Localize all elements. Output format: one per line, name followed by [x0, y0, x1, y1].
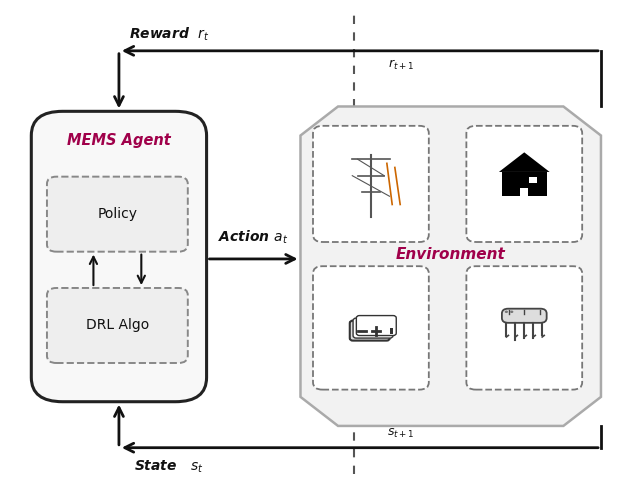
FancyBboxPatch shape — [350, 320, 389, 341]
Polygon shape — [499, 152, 550, 172]
FancyBboxPatch shape — [353, 318, 393, 338]
Text: State   $s_t$: State $s_t$ — [134, 459, 204, 475]
Bar — [501, 172, 546, 196]
Text: $r_{t+1}$: $r_{t+1}$ — [387, 58, 414, 73]
FancyBboxPatch shape — [356, 316, 396, 335]
Text: $s_{t+1}$: $s_{t+1}$ — [387, 426, 414, 440]
Polygon shape — [300, 106, 601, 426]
Text: DRL Algo: DRL Algo — [86, 318, 149, 333]
Text: Environment: Environment — [396, 247, 506, 261]
FancyBboxPatch shape — [466, 266, 582, 390]
FancyBboxPatch shape — [47, 288, 188, 363]
FancyBboxPatch shape — [313, 266, 429, 390]
FancyBboxPatch shape — [31, 111, 207, 402]
Circle shape — [510, 311, 513, 313]
FancyBboxPatch shape — [47, 177, 188, 252]
FancyBboxPatch shape — [313, 126, 429, 242]
Text: MEMS Agent: MEMS Agent — [67, 133, 171, 148]
FancyBboxPatch shape — [502, 309, 546, 323]
Bar — [529, 178, 537, 183]
FancyBboxPatch shape — [466, 126, 582, 242]
Text: Reward  $r_t$: Reward $r_t$ — [129, 25, 209, 43]
Circle shape — [505, 311, 508, 313]
Text: Policy: Policy — [98, 207, 137, 221]
Bar — [520, 187, 528, 196]
Bar — [389, 328, 393, 333]
Text: Action $a_t$: Action $a_t$ — [218, 228, 289, 246]
